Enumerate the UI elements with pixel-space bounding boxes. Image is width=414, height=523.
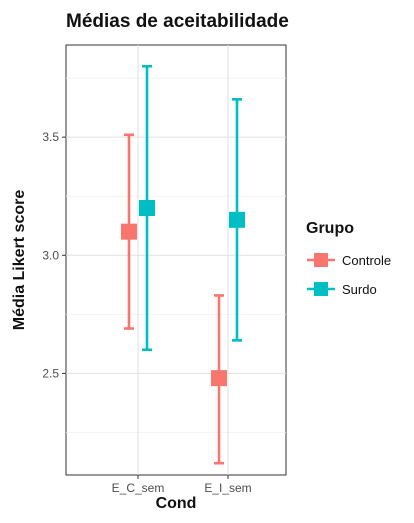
y-tick-label: 3.5 xyxy=(42,130,59,144)
x-axis-title: Cond xyxy=(156,495,197,512)
data-points xyxy=(121,200,245,387)
y-axis-ticks: 2.5 3.0 3.5 xyxy=(42,130,66,380)
grid-lines xyxy=(66,45,286,475)
error-bars xyxy=(124,64,242,465)
data-point xyxy=(139,200,155,217)
x-tick-label: E_I_sem xyxy=(204,481,251,495)
legend-title: Grupo xyxy=(306,220,354,237)
legend-key-square xyxy=(314,282,328,296)
x-tick-label: E_C_sem xyxy=(112,481,165,495)
plot-panel xyxy=(65,44,287,476)
y-tick-label: 2.5 xyxy=(42,366,59,380)
legend: Grupo Controle Surdo xyxy=(306,220,391,297)
chart-title: Médias de aceitabilidade xyxy=(66,11,289,32)
legend-label: Surdo xyxy=(342,282,377,297)
data-point xyxy=(121,223,137,240)
data-point xyxy=(229,211,245,228)
x-axis-ticks: E_C_sem E_I_sem xyxy=(112,475,252,495)
y-tick-label: 3.0 xyxy=(42,248,59,262)
legend-key-square xyxy=(314,253,328,267)
legend-label: Controle xyxy=(342,253,391,268)
y-axis-title: Média Likert score xyxy=(11,190,28,331)
data-point xyxy=(211,370,227,387)
